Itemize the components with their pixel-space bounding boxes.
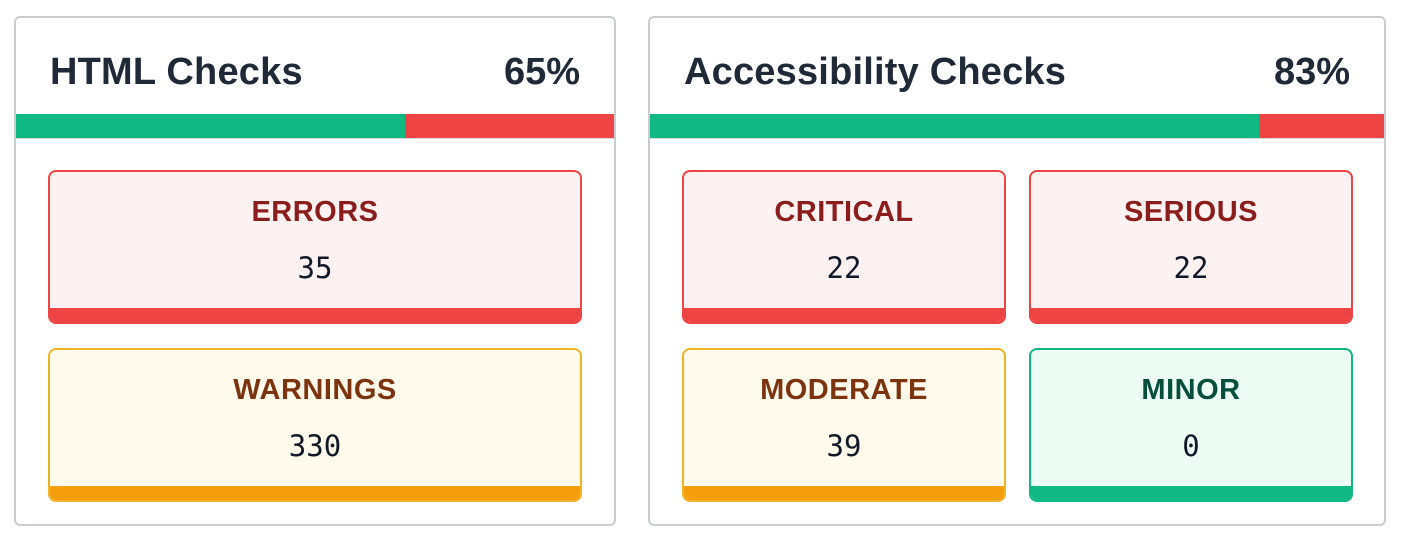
tile-label: CRITICAL (774, 196, 914, 228)
html-checks-panel: HTML Checks 65% ERRORS 35 WARNINGS 330 (14, 16, 616, 526)
severity-bar (50, 308, 580, 322)
minor-tile[interactable]: MINOR 0 (1029, 348, 1353, 502)
score-progress-fill (16, 114, 405, 138)
score-progress-fill (650, 114, 1260, 138)
serious-tile[interactable]: SERIOUS 22 (1029, 170, 1353, 324)
tile-label: SERIOUS (1123, 196, 1259, 228)
score-percentage: 65% (503, 51, 580, 93)
tile-label: MINOR (1141, 374, 1241, 406)
critical-tile[interactable]: CRITICAL 22 (682, 170, 1006, 324)
panel-title: HTML Checks (50, 51, 303, 93)
severity-bar (684, 486, 1004, 500)
score-percentage: 83% (1273, 51, 1350, 93)
panel-header: Accessibility Checks 83% (650, 18, 1384, 114)
severity-bar (684, 308, 1004, 322)
moderate-tile[interactable]: MODERATE 39 (682, 348, 1006, 502)
tile-count: 35 (297, 251, 333, 285)
panel-header: HTML Checks 65% (16, 18, 614, 114)
divider (650, 138, 1384, 139)
severity-bar (1031, 308, 1351, 322)
tile-label: WARNINGS (233, 374, 397, 406)
tile-label: ERRORS (251, 196, 379, 228)
panel-title: Accessibility Checks (684, 51, 1067, 93)
tile-count: 22 (1173, 251, 1209, 285)
score-progress-bar (16, 114, 614, 138)
tile-count: 0 (1182, 429, 1200, 463)
divider (16, 138, 614, 139)
tile-count: 39 (826, 429, 862, 463)
tile-count: 330 (288, 429, 342, 463)
tile-count: 22 (826, 251, 862, 285)
tile-label: MODERATE (760, 374, 928, 406)
score-progress-bar (650, 114, 1384, 138)
warnings-tile[interactable]: WARNINGS 330 (48, 348, 582, 502)
errors-tile[interactable]: ERRORS 35 (48, 170, 582, 324)
severity-bar (1031, 486, 1351, 500)
accessibility-checks-panel: Accessibility Checks 83% CRITICAL 22 SER… (648, 16, 1386, 526)
severity-bar (50, 486, 580, 500)
